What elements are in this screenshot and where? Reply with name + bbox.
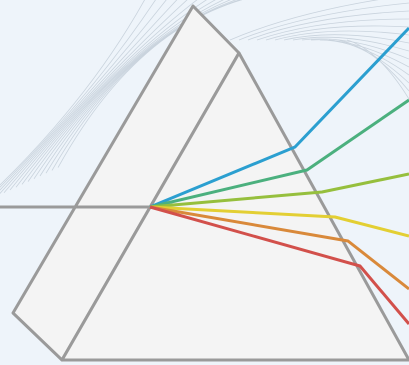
wave-line [0,0,178,194]
wave-line [292,36,409,52]
wave-line [328,39,409,84]
wave-line [0,0,156,188]
yellow-green-ray [149,172,409,209]
wave-line [283,34,409,44]
wave-line [337,39,409,92]
wave-line [21,0,216,185]
green-ray [149,98,409,209]
wave-line [3,0,188,194]
background-wave-lines [0,0,409,194]
wave-line [39,0,237,177]
wave-line [57,0,243,168]
wave-line [301,38,409,60]
blue-ray [149,26,409,209]
wave-line [346,39,409,100]
wave-line [229,0,379,41]
wave-line [265,25,409,41]
wave-line [0,0,167,191]
wave-line [27,0,224,182]
wave-line [33,0,231,180]
wave-line [9,0,198,191]
wave-line [256,18,409,41]
wave-line [274,30,409,41]
red-ray [149,205,409,325]
yellow-ray [149,205,409,238]
orange-ray [149,205,409,291]
wave-line [319,39,409,76]
dispersed-rays [149,26,409,325]
wave-line [238,2,409,41]
wave-line [0,0,145,186]
wave-line [247,10,409,41]
